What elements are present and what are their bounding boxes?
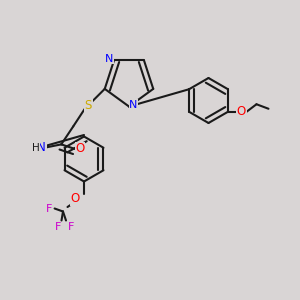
Text: S: S <box>85 99 92 112</box>
Text: F: F <box>45 203 52 214</box>
Text: F: F <box>55 222 62 232</box>
Text: F: F <box>68 222 74 232</box>
Text: N: N <box>129 100 138 110</box>
Text: N: N <box>38 141 46 154</box>
Text: O: O <box>76 142 85 155</box>
Text: N: N <box>105 54 114 64</box>
Text: O: O <box>237 105 246 118</box>
Text: H: H <box>32 143 40 153</box>
Text: O: O <box>70 192 80 205</box>
